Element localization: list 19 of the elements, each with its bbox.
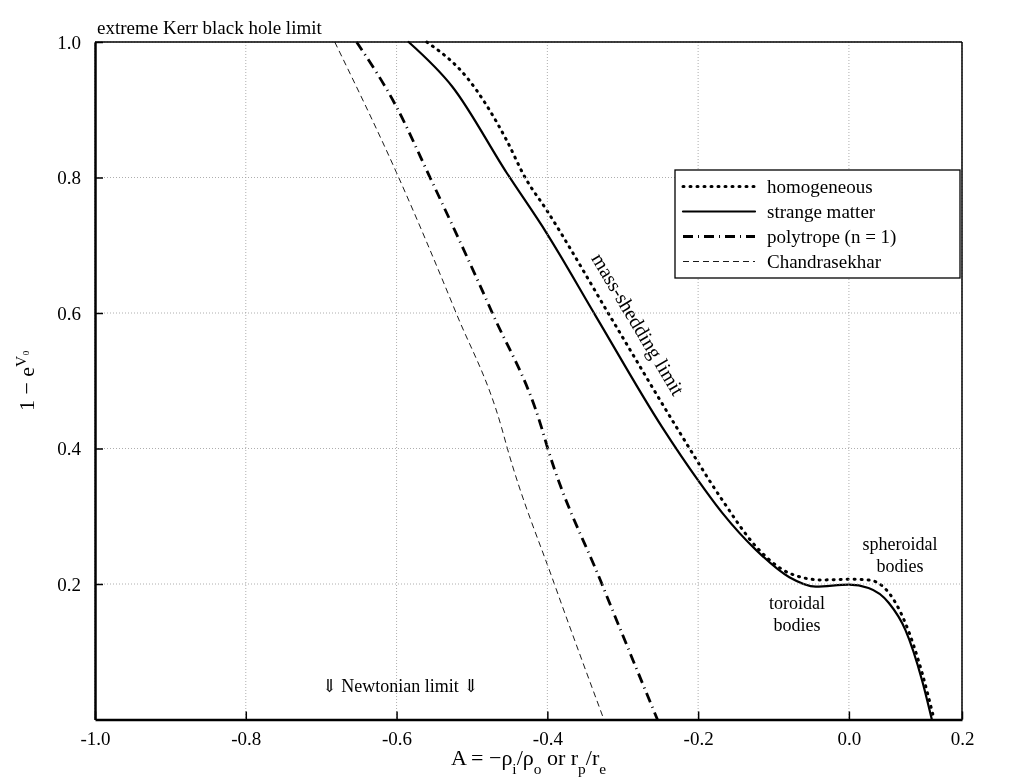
annotation: spheroidal bodies (862, 533, 938, 576)
annotation: toroidal bodies (769, 592, 825, 635)
y-tick-label: 0.4 (57, 438, 82, 460)
y-tick-label: 0.2 (57, 573, 81, 595)
y-tick-label: 1.0 (57, 31, 81, 53)
x-tick-label: 0.2 (950, 727, 975, 749)
x-tick-label: 0.0 (837, 727, 862, 749)
x-tick-label: -1.0 (80, 727, 111, 749)
y-tick-label: 0.6 (57, 302, 81, 324)
text: extreme Kerr black hole limit (97, 17, 323, 38)
x-tick-label: -0.2 (683, 727, 714, 749)
annotation: ⇓ Newtonian limit ⇓ (321, 675, 479, 696)
legend-label: homogeneous (767, 175, 873, 197)
y-tick-label: 0.8 (57, 167, 81, 189)
legend-label: polytrope (n = 1) (767, 225, 897, 248)
x-tick-label: -0.8 (231, 727, 262, 749)
legend-label: Chandrasekhar (767, 250, 882, 272)
legend-label: strange matter (767, 200, 876, 222)
x-tick-label: -0.6 (382, 727, 413, 749)
